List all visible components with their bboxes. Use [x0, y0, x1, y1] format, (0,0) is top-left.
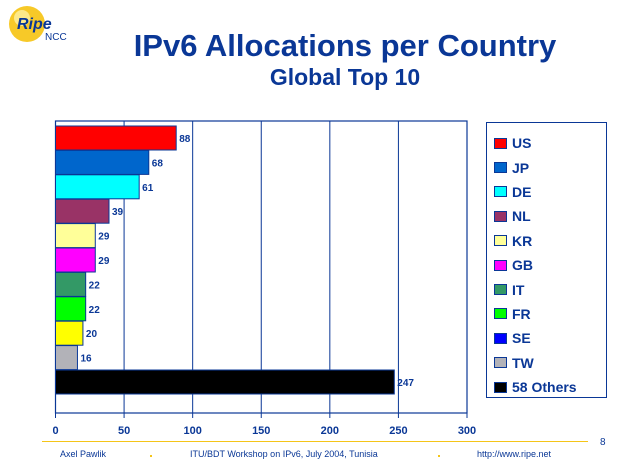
x-tick-label: 100	[183, 425, 201, 437]
bar-fr	[55, 296, 87, 322]
legend-label: JP	[512, 159, 530, 176]
legend-label: SE	[512, 330, 531, 347]
legend-swatch	[494, 235, 507, 247]
bar-jp	[55, 149, 150, 175]
legend-swatch	[494, 186, 507, 198]
legend-item: DE	[487, 180, 606, 204]
page-number: 8	[600, 437, 606, 448]
data-label: 88	[179, 134, 191, 145]
chart-legend: US JP DE NL KR GB IT FR SE TW 58 Others	[486, 122, 607, 398]
legend-swatch	[494, 137, 507, 149]
data-label: 20	[86, 329, 98, 340]
x-tick-label: 200	[321, 425, 339, 437]
legend-item: TW	[487, 351, 606, 375]
x-tick-label: 250	[389, 425, 407, 437]
legend-item: KR	[487, 229, 606, 253]
bar-it	[55, 271, 87, 297]
legend-swatch	[494, 357, 507, 369]
slide-title: IPv6 Allocations per Country	[133, 28, 557, 63]
legend-label: DE	[512, 183, 532, 200]
legend-swatch	[494, 308, 507, 320]
x-tick-label: 150	[252, 425, 270, 437]
legend-label: IT	[512, 281, 525, 298]
legend-item: 58 Others	[487, 375, 606, 399]
footer-event: ITU/BDT Workshop on IPv6, July 2004, Tun…	[190, 449, 378, 459]
data-label: 68	[152, 158, 164, 169]
legend-swatch	[494, 210, 507, 222]
bar-nl	[55, 198, 110, 224]
legend-swatch	[494, 381, 507, 393]
legend-item: FR	[487, 302, 606, 326]
bar-tw	[55, 345, 78, 371]
legend-swatch	[494, 332, 507, 344]
footer-url[interactable]: http://www.ripe.net	[477, 449, 552, 459]
legend-label: 58 Others	[512, 379, 577, 396]
data-label: 29	[98, 256, 110, 267]
x-tick-label: 0	[52, 425, 58, 437]
legend-item: US	[487, 131, 606, 155]
footer-author: Axel Pawlik	[60, 449, 107, 459]
legend-label: US	[512, 135, 532, 152]
slide-subtitle: Global Top 10	[269, 64, 421, 90]
bar-kr	[55, 223, 96, 249]
legend-label: NL	[512, 208, 531, 225]
legend-label: KR	[512, 232, 533, 249]
legend-label: GB	[512, 257, 533, 274]
legend-swatch	[494, 259, 507, 271]
bar-de	[55, 174, 140, 200]
footer-divider	[42, 441, 588, 442]
data-label: 247	[397, 378, 414, 389]
x-tick-label: 300	[458, 425, 476, 437]
data-label: 22	[89, 280, 101, 291]
legend-swatch	[494, 162, 507, 174]
svg-text:Ripe: Ripe	[17, 16, 52, 33]
legend-item: GB	[487, 253, 606, 277]
legend-item: NL	[487, 204, 606, 228]
legend-item: IT	[487, 277, 606, 301]
data-label: 39	[112, 207, 124, 218]
footer-separator	[150, 455, 152, 457]
legend-item: SE	[487, 326, 606, 350]
legend-label: TW	[512, 354, 534, 371]
data-label: 61	[142, 183, 154, 194]
legend-label: FR	[512, 305, 531, 322]
legend-swatch	[494, 284, 507, 296]
data-label: 22	[89, 305, 101, 316]
x-tick-label: 50	[118, 425, 130, 437]
bar-se	[55, 320, 84, 346]
footer-separator	[438, 455, 440, 457]
bar-gb	[55, 247, 96, 273]
data-label: 29	[98, 232, 110, 243]
legend-item: JP	[487, 155, 606, 179]
ripe-ncc-logo: Ripe NCC	[9, 6, 67, 43]
data-label: 16	[80, 354, 92, 365]
bar-us	[55, 125, 177, 151]
svg-text:NCC: NCC	[45, 32, 67, 43]
bar-58-others	[55, 369, 395, 395]
